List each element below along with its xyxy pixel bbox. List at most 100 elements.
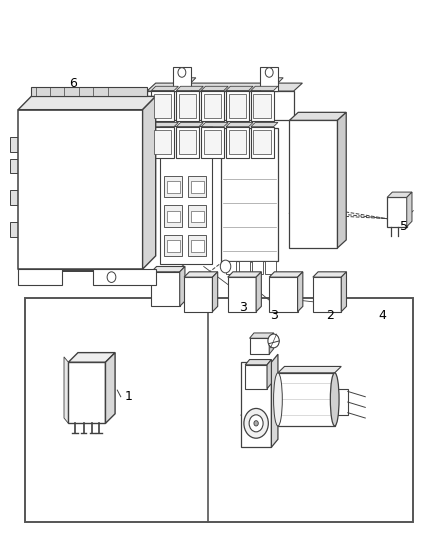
Polygon shape (176, 127, 199, 158)
Polygon shape (106, 353, 115, 423)
Polygon shape (68, 353, 115, 362)
Polygon shape (241, 362, 272, 447)
Circle shape (254, 421, 258, 426)
Polygon shape (201, 91, 224, 122)
Bar (25, 298, 413, 522)
Polygon shape (151, 272, 180, 306)
Bar (265, 261, 276, 274)
Bar (254, 130, 271, 155)
Bar (179, 130, 196, 155)
Bar (179, 94, 196, 118)
Polygon shape (19, 109, 142, 270)
Text: 6: 6 (69, 77, 77, 90)
Polygon shape (173, 67, 191, 91)
Polygon shape (297, 272, 303, 312)
Polygon shape (151, 266, 185, 272)
Polygon shape (173, 78, 196, 83)
Bar (254, 94, 271, 118)
Ellipse shape (330, 373, 339, 426)
Bar (147, 91, 293, 120)
Polygon shape (261, 78, 283, 83)
Bar (204, 94, 221, 118)
Polygon shape (184, 272, 218, 277)
Polygon shape (241, 407, 278, 415)
Polygon shape (226, 86, 253, 91)
Circle shape (178, 68, 186, 77)
Bar (204, 130, 221, 155)
Bar (164, 205, 182, 227)
Circle shape (107, 272, 116, 282)
Polygon shape (201, 123, 228, 127)
Polygon shape (290, 112, 346, 120)
Polygon shape (251, 91, 274, 122)
Polygon shape (201, 127, 224, 158)
Polygon shape (226, 127, 249, 158)
Bar (191, 211, 204, 222)
Bar (93, 269, 155, 285)
Polygon shape (251, 86, 278, 91)
Bar (166, 181, 180, 193)
Text: 1: 1 (125, 390, 133, 403)
Polygon shape (147, 83, 302, 91)
Polygon shape (64, 357, 68, 423)
Polygon shape (151, 86, 178, 91)
Polygon shape (21, 109, 141, 271)
Bar (166, 211, 180, 222)
Polygon shape (151, 127, 174, 158)
Bar (31, 87, 147, 96)
Ellipse shape (274, 373, 283, 426)
Polygon shape (20, 109, 141, 271)
Bar (191, 181, 204, 193)
Polygon shape (226, 91, 249, 122)
Bar (164, 176, 182, 197)
Polygon shape (261, 67, 278, 91)
Polygon shape (278, 367, 341, 373)
Polygon shape (18, 110, 143, 269)
Polygon shape (290, 120, 338, 248)
Bar (239, 261, 250, 274)
Text: 3: 3 (239, 301, 247, 314)
Bar (166, 240, 180, 252)
Polygon shape (269, 272, 303, 277)
Circle shape (268, 334, 279, 348)
Polygon shape (256, 272, 261, 312)
Polygon shape (245, 360, 272, 365)
Polygon shape (221, 128, 278, 261)
Polygon shape (407, 192, 412, 227)
Bar (226, 261, 237, 274)
Circle shape (249, 415, 263, 432)
Polygon shape (184, 277, 212, 312)
Polygon shape (245, 365, 267, 389)
Polygon shape (212, 272, 218, 312)
Polygon shape (251, 123, 278, 127)
Text: 5: 5 (400, 220, 408, 233)
Polygon shape (68, 362, 106, 423)
Bar (11, 138, 20, 152)
Text: 3: 3 (270, 309, 278, 322)
Polygon shape (228, 277, 256, 312)
Polygon shape (151, 123, 178, 127)
Polygon shape (267, 360, 272, 389)
Text: 4: 4 (379, 309, 387, 322)
Polygon shape (250, 333, 274, 338)
Polygon shape (180, 266, 185, 306)
Bar (229, 130, 246, 155)
Circle shape (265, 68, 273, 77)
Polygon shape (250, 338, 269, 354)
Polygon shape (176, 123, 203, 127)
Polygon shape (341, 272, 346, 312)
Polygon shape (269, 277, 297, 312)
Polygon shape (337, 389, 348, 415)
Bar (154, 94, 171, 118)
Polygon shape (313, 277, 341, 312)
Polygon shape (176, 91, 199, 122)
Polygon shape (226, 123, 253, 127)
Bar (188, 235, 206, 256)
Bar (154, 130, 171, 155)
Polygon shape (272, 354, 278, 447)
Polygon shape (251, 127, 274, 158)
Bar (387, 197, 407, 227)
Polygon shape (313, 272, 346, 277)
Polygon shape (160, 126, 212, 264)
Bar (11, 190, 20, 205)
